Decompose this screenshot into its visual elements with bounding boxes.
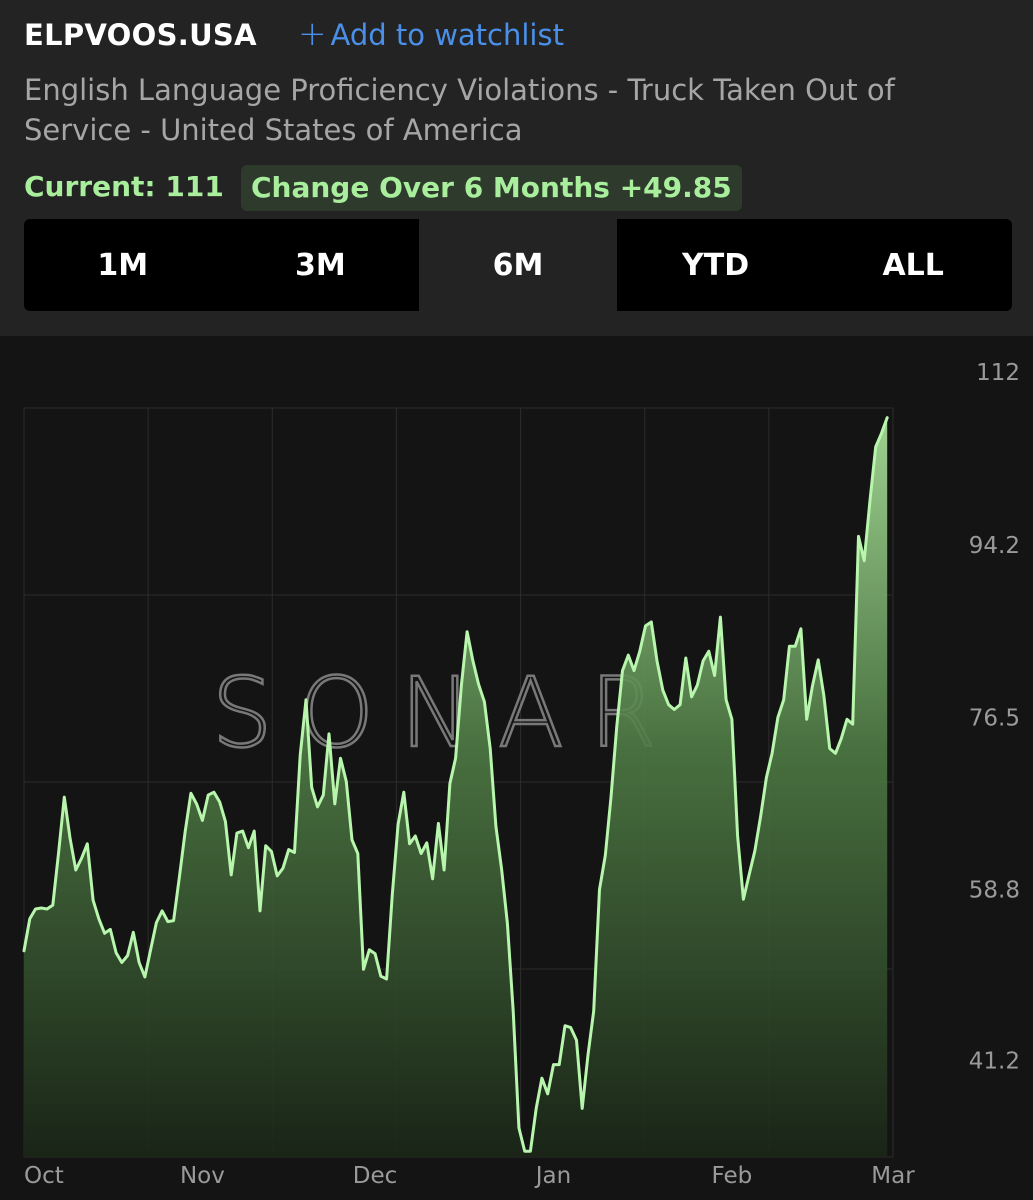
change-badge: Change Over 6 Months +49.85 [241,165,742,211]
y-tick-label: 112 [976,360,1020,386]
watchlist-label: Add to watchlist [330,18,564,52]
x-tick-label: Nov [180,1163,225,1189]
y-tick-label: 76.5 [969,705,1020,731]
add-to-watchlist-button[interactable]: + Add to watchlist [298,17,564,52]
y-tick-label: 41.2 [969,1049,1020,1075]
x-axis: Oct Nov Dec Jan Feb Mar [24,1163,915,1189]
y-tick-label: 58.8 [969,877,1020,903]
x-tick-label: Mar [871,1163,915,1189]
y-axis: 112 94.2 76.5 58.8 41.2 [969,360,1020,1075]
series-line [22,416,889,1153]
range-tab-all[interactable]: ALL [882,247,944,283]
plus-icon: + [298,14,327,54]
range-tab-ytd[interactable]: YTD [682,247,750,283]
header-panel: ELPVOOS.USA + Add to watchlist English La… [0,0,1033,336]
current-value: Current: 111 [24,170,224,203]
range-tab-3m[interactable]: 3M [295,247,346,283]
range-tab-1m[interactable]: 1M [97,247,149,283]
ticker-symbol: ELPVOOS.USA [24,18,257,52]
sonar-watermark: SONAR [212,657,683,769]
x-tick-label: Jan [534,1163,571,1189]
x-tick-label: Feb [711,1163,752,1189]
area-fill [24,417,888,1157]
x-tick-label: Oct [24,1163,64,1189]
time-range-selector: 1M 3M 6M YTD ALL [24,219,1012,311]
index-description: English Language Proficiency Violations … [24,73,895,147]
range-tab-6m[interactable]: 6M [419,219,617,311]
x-tick-label: Dec [353,1163,398,1189]
y-tick-label: 94.2 [969,533,1020,559]
